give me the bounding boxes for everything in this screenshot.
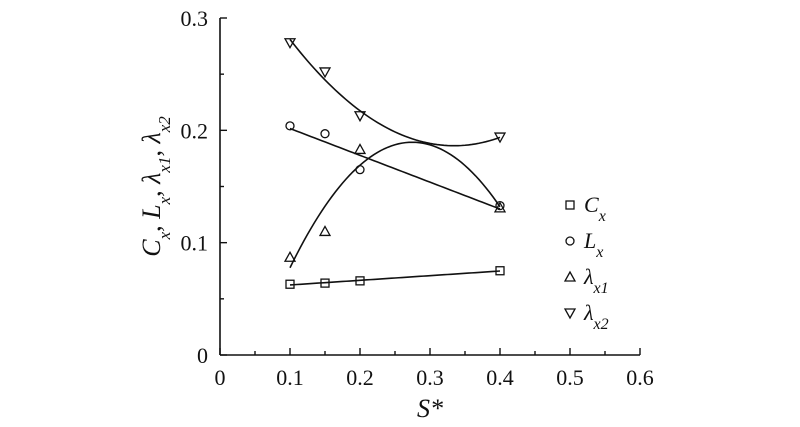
x-tick-label: 0.2 [346, 365, 374, 390]
fit-line-lambda-x1 [289, 141, 501, 269]
x-tick-label: 0.1 [276, 365, 304, 390]
y-axis-title: Cx, Lx, λx1, λx2 [137, 116, 174, 257]
data-point-lx [285, 121, 295, 131]
data-point-lambda-x1 [353, 143, 367, 155]
x-axis-title: S* [417, 394, 443, 423]
axes: 0 0.1 0.2 0.3 0.4 0.5 0.6 0 0.1 0.2 0.3 S* Cx, Lx, λ… [137, 6, 654, 423]
data-point-cx [355, 276, 365, 286]
fit-lines [289, 38, 501, 286]
x-tick-label: 0.3 [416, 365, 444, 390]
fit-line-cx [289, 270, 501, 286]
data-point-cx [495, 266, 505, 276]
legend-marker-1 [565, 236, 575, 246]
data-point-lx [355, 164, 365, 175]
data-point-lx [320, 129, 330, 139]
data-point-lambda-x2 [493, 132, 507, 144]
y-tick-label: 0 [197, 343, 208, 368]
x-tick-label: 0.5 [556, 365, 584, 390]
data-point-cx [285, 279, 295, 289]
y-tick-label: 0.1 [181, 231, 209, 256]
fit-line-lambda-x2 [289, 38, 501, 147]
legend-marker-0 [565, 200, 575, 210]
legend-marker-2 [563, 270, 577, 282]
fit-line-lx [289, 127, 501, 210]
legend-label-3: λx2 [583, 300, 609, 333]
legend-label-2: λx1 [583, 264, 609, 297]
legend-label-1: Lx [583, 228, 603, 261]
data-point-lambda-x1 [318, 225, 332, 237]
data-point-lambda-x2 [318, 67, 332, 79]
data-point-lambda-x1 [283, 250, 297, 262]
x-tick-label: 0 [215, 365, 226, 390]
y-tick-label: 0.3 [181, 6, 209, 31]
data-point-lambda-x2 [283, 38, 297, 50]
data-point-lambda-x2 [353, 111, 367, 123]
x-tick-label: 0.4 [486, 365, 514, 390]
legend-marker-3 [563, 308, 577, 320]
y-tick-label: 0.2 [181, 118, 209, 143]
data-markers [283, 38, 507, 289]
legend-label-0: Cx [584, 192, 606, 225]
x-tick-label: 0.6 [626, 365, 654, 390]
data-point-lambda-x1 [493, 201, 507, 213]
data-point-cx [320, 278, 330, 288]
